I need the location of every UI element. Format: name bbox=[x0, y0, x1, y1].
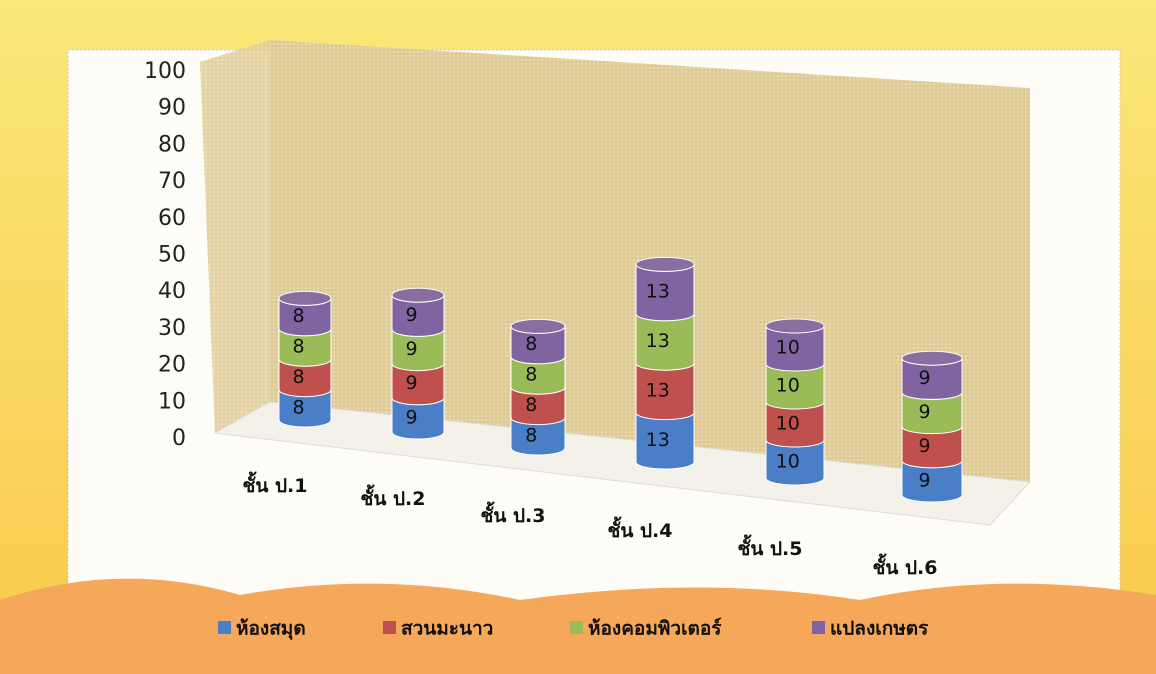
y-tick-label: 30 bbox=[158, 316, 186, 341]
value-label: 8 bbox=[525, 394, 537, 416]
y-tick-label: 60 bbox=[158, 206, 186, 231]
y-tick-label: 20 bbox=[158, 353, 186, 378]
legend-label: ห้องสมุด bbox=[236, 618, 306, 641]
value-label: 10 bbox=[776, 375, 800, 397]
value-label: 13 bbox=[646, 429, 670, 451]
value-label: 13 bbox=[646, 379, 670, 401]
cylinder-top bbox=[901, 350, 963, 366]
chart: 0 10 20 30 40 50 60 70 80 90 100 8 8 8 8 ชั้น ป.1 9 9 9 9 ชั… bbox=[144, 59, 963, 641]
value-label: 9 bbox=[918, 367, 930, 389]
cylinder-top bbox=[391, 287, 445, 303]
y-tick-label: 80 bbox=[158, 132, 186, 157]
x-tick-label: ชั้น ป.1 bbox=[243, 471, 308, 497]
value-label: 8 bbox=[525, 333, 537, 355]
y-tick-label: 90 bbox=[158, 96, 186, 121]
cylinder-top bbox=[278, 290, 332, 306]
y-tick-label: 10 bbox=[158, 389, 186, 414]
value-label: 10 bbox=[776, 413, 800, 435]
side-wall bbox=[200, 40, 270, 433]
value-label: 9 bbox=[918, 469, 930, 491]
x-tick-label: ชั้น ป.3 bbox=[481, 501, 546, 527]
x-tick-label: ชั้น ป.4 bbox=[608, 516, 673, 542]
legend-swatch bbox=[812, 621, 825, 634]
x-tick-label: ชั้น ป.6 bbox=[873, 553, 938, 579]
value-label: 9 bbox=[405, 338, 417, 360]
value-label: 9 bbox=[405, 406, 417, 428]
value-label: 13 bbox=[646, 281, 670, 303]
value-label: 9 bbox=[918, 401, 930, 423]
value-label: 8 bbox=[292, 336, 304, 358]
cylinder-top bbox=[765, 318, 825, 334]
value-label: 8 bbox=[525, 424, 537, 446]
cylinder-top bbox=[510, 318, 566, 334]
value-label: 10 bbox=[776, 451, 800, 473]
x-tick-label: ชั้น ป.5 bbox=[738, 534, 803, 560]
value-label: 9 bbox=[405, 372, 417, 394]
legend-label: แปลงเกษตร bbox=[830, 618, 929, 640]
value-label: 8 bbox=[292, 396, 304, 418]
cylinder-top bbox=[635, 256, 695, 272]
y-tick-label: 100 bbox=[144, 59, 186, 84]
legend-swatch bbox=[218, 621, 231, 634]
value-label: 8 bbox=[525, 364, 537, 386]
x-tick-label: ชั้น ป.2 bbox=[361, 484, 426, 510]
legend-swatch bbox=[383, 621, 396, 634]
legend-label: ห้องคอมพิวเตอร์ bbox=[588, 618, 722, 640]
value-label: 9 bbox=[405, 304, 417, 326]
y-tick-label: 0 bbox=[172, 426, 186, 451]
value-label: 9 bbox=[918, 435, 930, 457]
value-label: 13 bbox=[646, 330, 670, 352]
y-tick-label: 50 bbox=[158, 243, 186, 268]
y-tick-label: 70 bbox=[158, 169, 186, 194]
value-label: 8 bbox=[292, 366, 304, 388]
value-label: 10 bbox=[776, 337, 800, 359]
value-label: 8 bbox=[292, 305, 304, 327]
y-tick-label: 40 bbox=[158, 279, 186, 304]
legend-swatch bbox=[570, 621, 583, 634]
legend-label: สวนมะนาว bbox=[401, 618, 493, 640]
